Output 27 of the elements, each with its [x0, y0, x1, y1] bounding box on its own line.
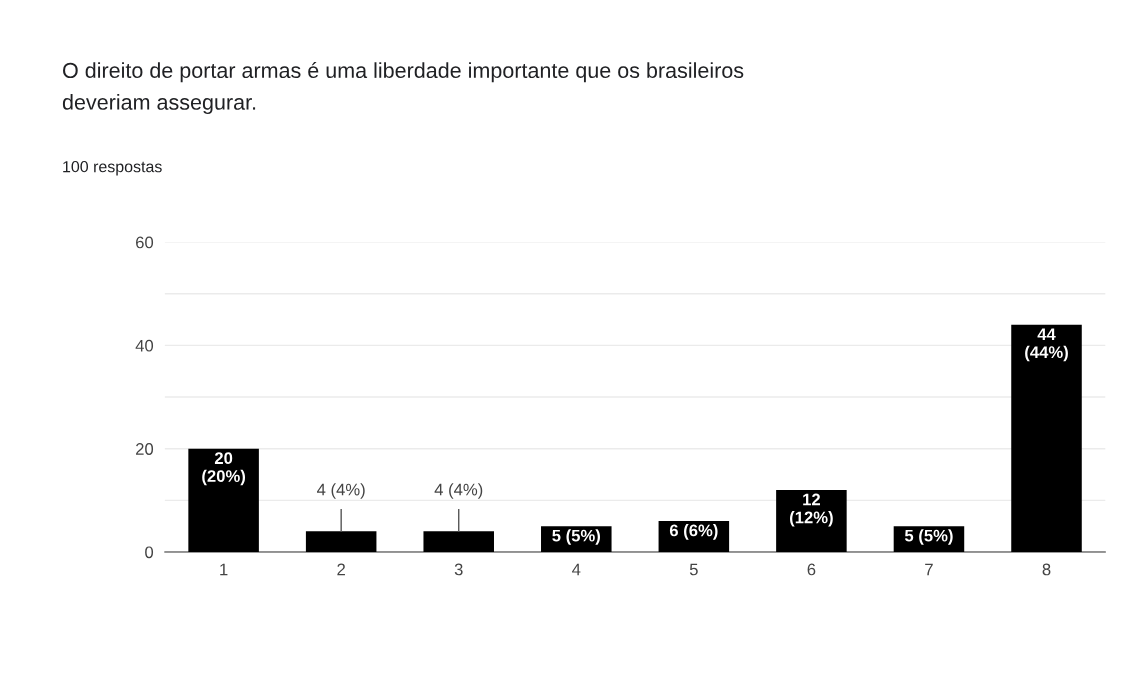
data-label: 4 (4%) — [434, 483, 483, 499]
y-tick-label: 60 — [136, 236, 154, 249]
x-tick-label: 2 — [337, 563, 345, 576]
data-label: 20 (20%) — [202, 452, 246, 486]
data-label: 5 (5%) — [904, 529, 953, 545]
data-label: 12 (12%) — [790, 493, 833, 527]
y-tick-label: 40 — [135, 339, 154, 352]
y-tick-label: 0 — [145, 546, 154, 559]
x-tick-label: 1 — [220, 563, 228, 576]
x-tick-label: 6 — [807, 563, 816, 576]
x-tick-label: 3 — [454, 563, 463, 576]
x-tick-label: 4 — [572, 563, 581, 576]
x-tick-label: 7 — [925, 563, 933, 576]
data-label: 4 (4%) — [317, 483, 365, 499]
x-tick-label: 8 — [1042, 563, 1051, 576]
bar — [188, 448, 259, 552]
chart-title: O direito de portar armas é uma liberdade importante que os brasileiros deveriam assegurar. — [62, 62, 744, 115]
bar — [305, 531, 377, 552]
bar — [1011, 324, 1082, 552]
bar — [776, 490, 847, 552]
bar — [423, 531, 494, 552]
data-label: 44 (44%) — [1025, 328, 1068, 362]
data-label: 5 (5%) — [552, 529, 600, 545]
y-tick-label: 20 — [136, 443, 154, 455]
data-label: 6 (6%) — [669, 524, 718, 540]
chart-subtitle: 100 respostas — [63, 160, 162, 176]
x-tick-label: 5 — [689, 563, 698, 576]
